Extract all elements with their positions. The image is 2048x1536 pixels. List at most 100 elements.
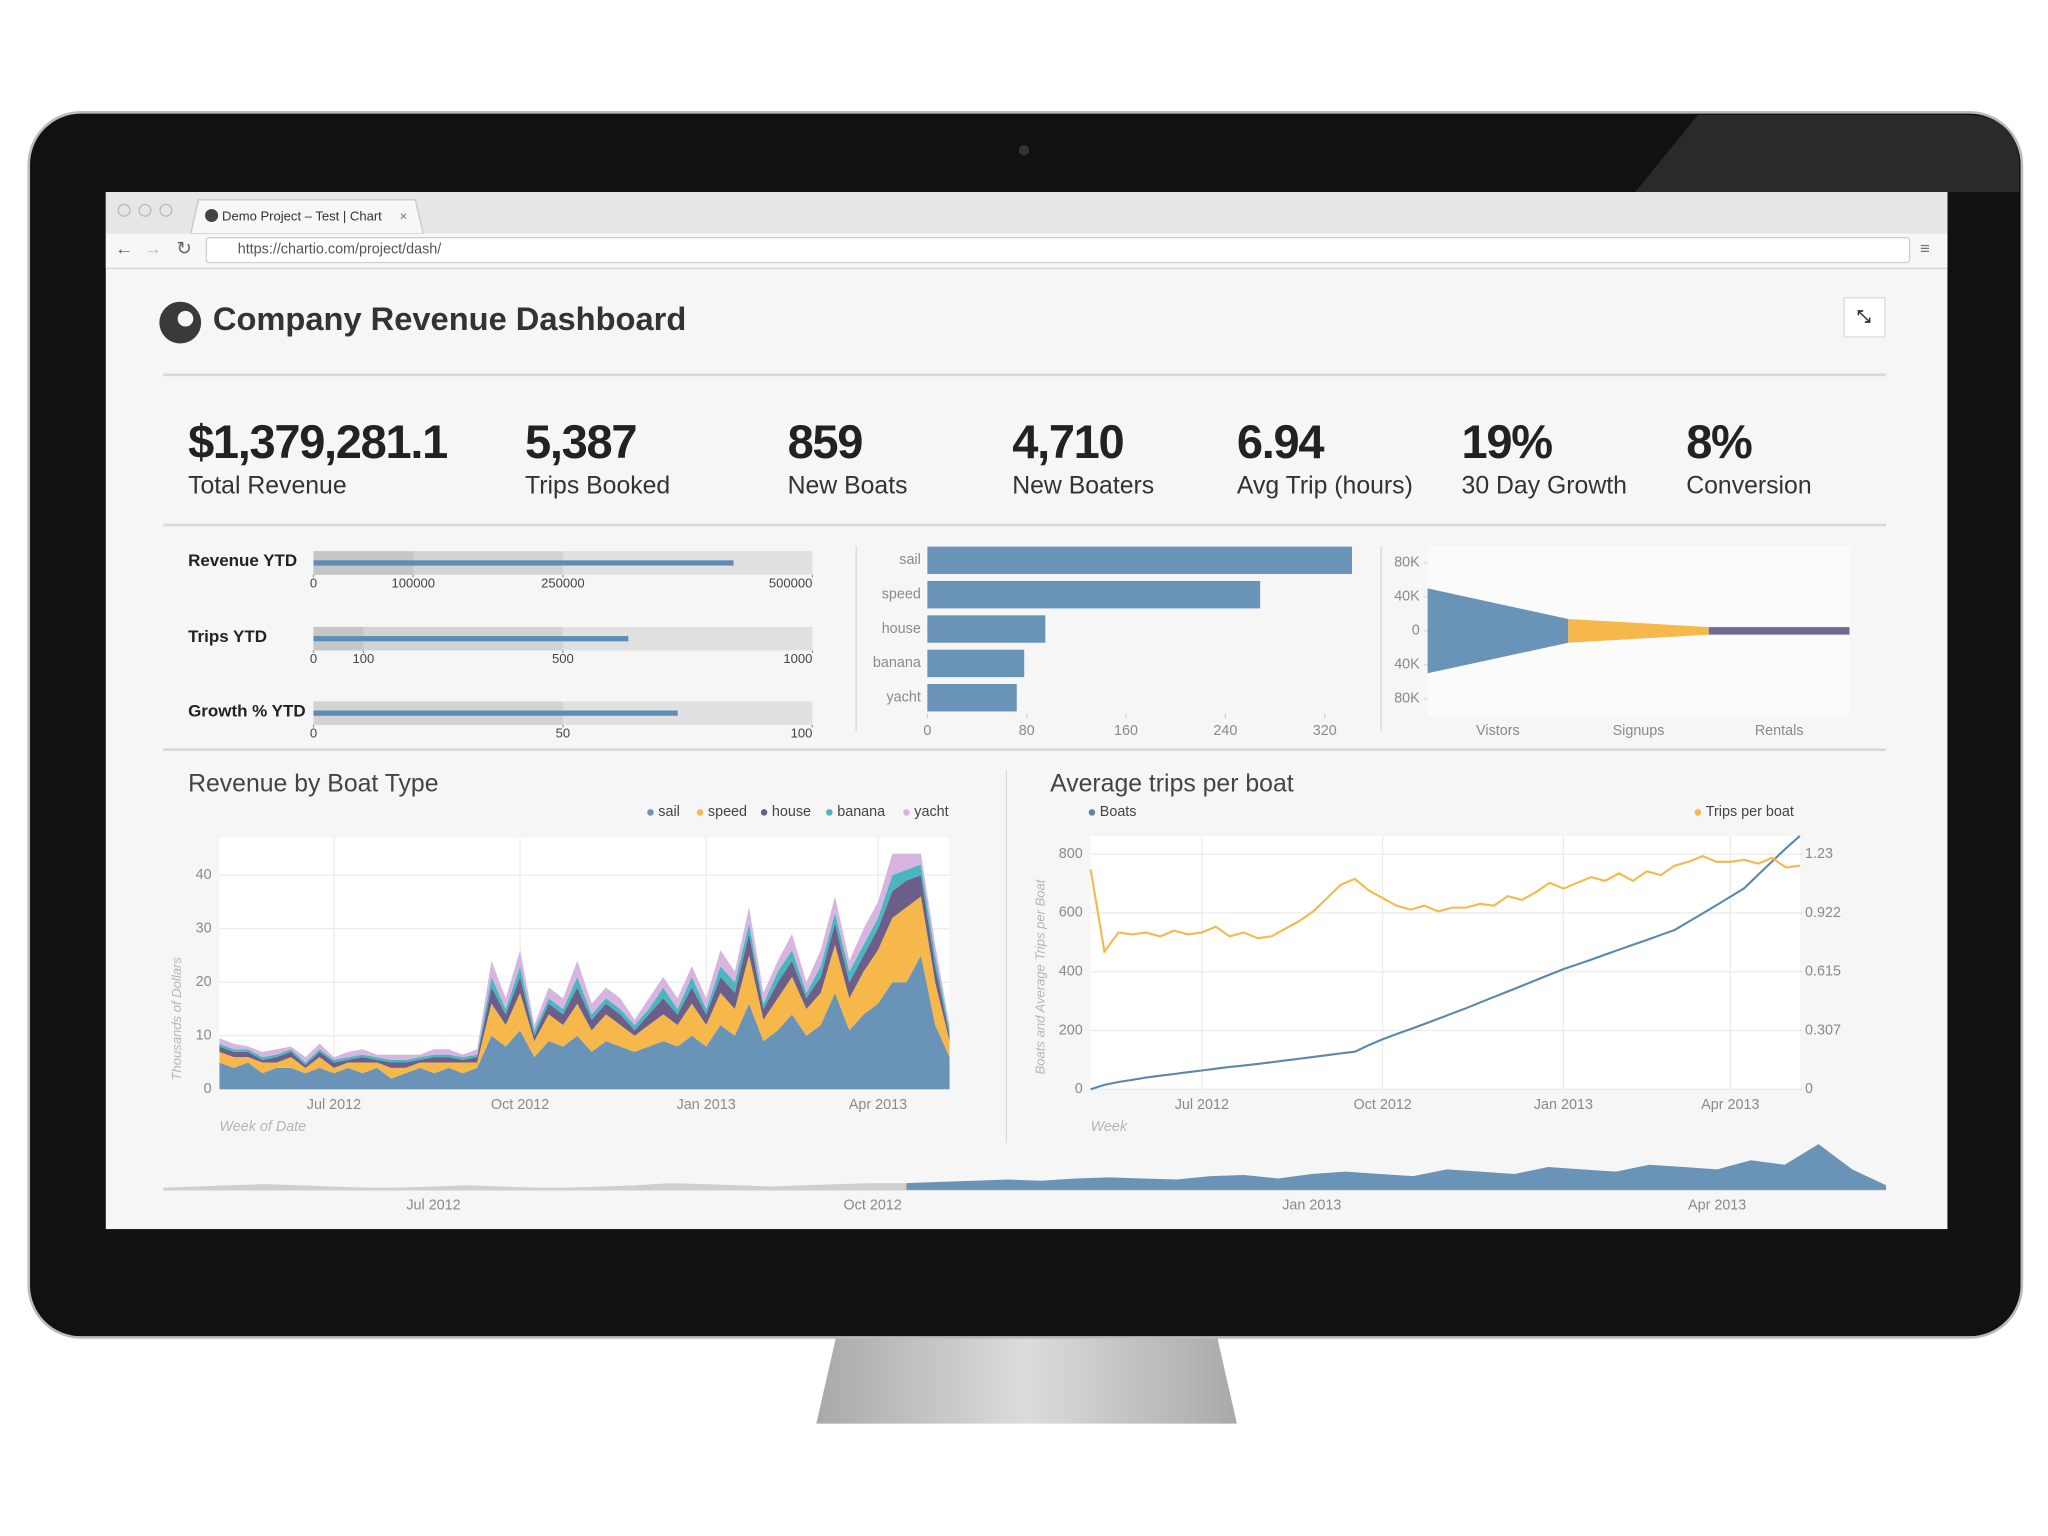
x-tick-label: Jul 2012 bbox=[1175, 1097, 1229, 1113]
logo-hole bbox=[177, 310, 194, 327]
overview-area bbox=[163, 1183, 907, 1190]
monitor-stand bbox=[816, 1337, 1237, 1424]
funnel-segment bbox=[1427, 588, 1569, 674]
chart-title: Revenue by Boat Type bbox=[188, 771, 438, 798]
kpi-label: Avg Trip (hours) bbox=[1237, 473, 1413, 500]
x-tick-label: 0 bbox=[310, 725, 317, 740]
legend-marker bbox=[1088, 809, 1096, 816]
area bbox=[219, 955, 950, 1090]
menu-button[interactable]: ≡ bbox=[1920, 239, 1930, 258]
forward-button[interactable]: → bbox=[144, 237, 162, 258]
window-button[interactable] bbox=[138, 203, 152, 217]
kpi-label: Trips Booked bbox=[525, 473, 670, 500]
line bbox=[1089, 854, 1800, 955]
y-tick-label: 0 bbox=[204, 1081, 212, 1097]
y-axis-label: Boats and Average Trips per Boat bbox=[1032, 878, 1047, 1074]
y2-tick-label: 1.23 bbox=[1805, 846, 1833, 862]
x-tick-label: Oct 2012 bbox=[1354, 1097, 1412, 1113]
overview-area bbox=[906, 1144, 1887, 1190]
x-axis-label: Week of Date bbox=[219, 1119, 306, 1135]
bullet-title: Growth % YTD bbox=[188, 701, 306, 720]
y2-tick-label: 0 bbox=[1805, 1081, 1813, 1097]
x-tick-label: 320 bbox=[1313, 723, 1337, 739]
kpi-label: Total Revenue bbox=[188, 473, 347, 500]
x-tick-label: Jul 2012 bbox=[406, 1197, 460, 1213]
x-tick-label: Apr 2013 bbox=[849, 1097, 907, 1113]
legend-label: banana bbox=[837, 804, 885, 820]
y-tick-label: 0 bbox=[1412, 623, 1420, 639]
tab-icon bbox=[205, 208, 219, 223]
plot-background bbox=[1090, 835, 1800, 1090]
legend-label: Boats bbox=[1100, 804, 1137, 820]
x-tick-label: 250000 bbox=[541, 575, 585, 590]
y-tick-label: 40K bbox=[1394, 589, 1420, 605]
kpi-value: 4,710 bbox=[1012, 415, 1123, 468]
x-tick-label: 0 bbox=[310, 575, 317, 590]
y-tick-label: 20 bbox=[196, 974, 212, 990]
x-tick-label: Jan 2013 bbox=[1282, 1197, 1341, 1213]
y-tick-label: 600 bbox=[1059, 905, 1083, 921]
toolbar-border bbox=[105, 267, 1948, 270]
camera bbox=[1018, 144, 1030, 156]
y-tick-label: 40K bbox=[1394, 657, 1420, 673]
line bbox=[1090, 835, 1801, 1091]
x-tick-label: 500 bbox=[552, 651, 574, 666]
x-tick-label: Jan 2013 bbox=[677, 1097, 736, 1113]
bar bbox=[927, 684, 1017, 712]
x-tick-label: Oct 2012 bbox=[844, 1197, 902, 1213]
dashboard-title: Company Revenue Dashboard bbox=[213, 300, 686, 337]
x-tick-label: Vistors bbox=[1476, 723, 1520, 739]
y-tick-label: 80K bbox=[1394, 691, 1420, 707]
url[interactable]: https://chartio.com/project/dash/ bbox=[238, 241, 442, 257]
bullet-bar bbox=[313, 636, 629, 642]
x-tick-label: Oct 2012 bbox=[491, 1097, 549, 1113]
bullet-title: Trips YTD bbox=[188, 627, 267, 646]
x-tick-label: 50 bbox=[556, 725, 571, 740]
legend-label: yacht bbox=[914, 804, 948, 820]
funnel-segment bbox=[1708, 627, 1850, 635]
tab-title[interactable]: Demo Project – Test | Chart bbox=[222, 208, 382, 223]
x-tick-label: 240 bbox=[1213, 723, 1237, 739]
y2-tick-label: 0.922 bbox=[1805, 905, 1841, 921]
funnel-segment bbox=[1568, 618, 1709, 643]
y-tick-label: 0 bbox=[1075, 1081, 1083, 1097]
fullscreen-icon[interactable]: ⤡ bbox=[1857, 307, 1871, 326]
y-tick-label: 200 bbox=[1059, 1022, 1083, 1038]
x-tick-label: Apr 2013 bbox=[1688, 1197, 1746, 1213]
kpi-value: 8% bbox=[1686, 415, 1752, 468]
y-tick-label: 800 bbox=[1059, 846, 1083, 862]
kpi-label: New Boaters bbox=[1012, 473, 1154, 500]
x-tick-label: 100000 bbox=[391, 575, 435, 590]
kpi-value: 6.94 bbox=[1237, 415, 1324, 468]
kpi-label: New Boats bbox=[788, 473, 908, 500]
divider bbox=[163, 748, 1887, 752]
x-tick-label: Signups bbox=[1613, 723, 1665, 739]
tab-close[interactable]: × bbox=[400, 208, 408, 223]
divider bbox=[163, 523, 1887, 527]
bullet-bar bbox=[313, 560, 734, 566]
kpi-value: 19% bbox=[1462, 415, 1553, 468]
legend-label: speed bbox=[708, 804, 747, 820]
fullscreen-button[interactable] bbox=[1843, 297, 1886, 338]
x-tick-label: 160 bbox=[1114, 723, 1138, 739]
reload-button[interactable]: ↻ bbox=[176, 237, 191, 258]
window-button[interactable] bbox=[159, 203, 173, 217]
x-tick-label: Rentals bbox=[1755, 723, 1804, 739]
back-button[interactable]: ← bbox=[115, 237, 133, 258]
y-tick-label: house bbox=[882, 621, 921, 637]
kpi-value: 5,387 bbox=[525, 415, 636, 468]
x-tick-label: 500000 bbox=[769, 575, 813, 590]
divider bbox=[163, 373, 1887, 377]
x-tick-label: 1000 bbox=[783, 651, 812, 666]
legend-marker bbox=[1694, 809, 1702, 816]
y2-tick-label: 0.615 bbox=[1805, 963, 1841, 979]
url-bar[interactable] bbox=[205, 237, 1911, 264]
window-button[interactable] bbox=[117, 203, 131, 217]
legend-label: house bbox=[772, 804, 811, 820]
bar bbox=[927, 615, 1046, 643]
bar bbox=[927, 649, 1025, 678]
y-tick-label: 40 bbox=[196, 867, 212, 883]
x-tick-label: 0 bbox=[310, 651, 317, 666]
